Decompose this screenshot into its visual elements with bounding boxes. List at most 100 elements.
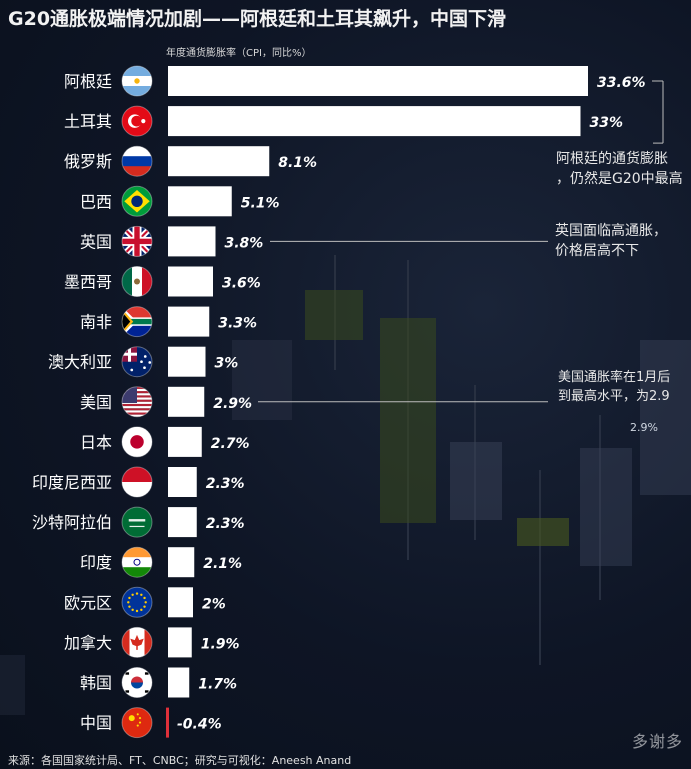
bar-row: 韩国 1.7% xyxy=(80,667,237,698)
annotation-uk-line2: 价格居高不下 xyxy=(555,243,639,259)
bar xyxy=(168,507,197,538)
bar xyxy=(166,707,169,738)
bar-row: 沙特阿拉伯 2.3% xyxy=(32,506,245,538)
category-label: 巴西 xyxy=(80,192,112,211)
south-africa-flag-icon xyxy=(121,306,153,338)
value-label: 3.8% xyxy=(225,235,264,251)
category-label: 南非 xyxy=(80,313,112,332)
turkey-flag-icon xyxy=(121,105,153,137)
category-label: 沙特阿拉伯 xyxy=(32,513,112,532)
value-label: -0.4% xyxy=(177,717,222,733)
india-flag-icon xyxy=(121,546,153,578)
value-label: 2.7% xyxy=(211,436,250,452)
bar xyxy=(168,467,197,497)
value-label: 2.1% xyxy=(203,556,242,572)
watermark: 多谢多 xyxy=(631,732,683,751)
value-label: 33% xyxy=(590,115,624,131)
bar-row: 日本 2.7% xyxy=(80,426,250,458)
category-label: 加拿大 xyxy=(64,633,112,652)
value-label: 3.3% xyxy=(218,316,257,332)
category-label: 墨西哥 xyxy=(64,273,112,292)
bar xyxy=(168,306,210,337)
annotation-connector-argentina xyxy=(652,80,664,144)
bar xyxy=(168,146,270,177)
category-label: 俄罗斯 xyxy=(64,152,112,171)
indonesia-flag-icon xyxy=(121,466,153,498)
bar xyxy=(168,587,193,618)
annotation-argentina-line2: ，仍然是G20中最高 xyxy=(556,171,683,187)
bar-row: 巴西 5.1% xyxy=(80,185,280,217)
usa-flag-icon xyxy=(121,386,153,418)
bar-row: 印度 2.1% xyxy=(80,546,242,578)
annotation-usa-note: 2.9% xyxy=(630,421,658,434)
bar-row: 澳大利亚 3% xyxy=(48,346,238,378)
category-label: 印度尼西亚 xyxy=(32,473,112,492)
value-label: 8.1% xyxy=(278,155,317,171)
bar-row: 印度尼西亚 2.3% xyxy=(32,466,245,498)
chart-subtitle: 年度通货膨胀率（CPI，同比%） xyxy=(166,48,312,59)
annotation-argentina-line1: 阿根廷的通货膨胀 xyxy=(556,151,668,167)
bar xyxy=(168,386,205,417)
bar xyxy=(168,426,202,457)
bar-row: 中国 -0.4% xyxy=(80,707,222,739)
china-flag-icon xyxy=(121,707,153,739)
value-label: 2.3% xyxy=(206,476,245,492)
bar xyxy=(168,226,216,257)
bar xyxy=(168,66,588,96)
category-label: 韩国 xyxy=(80,674,112,693)
annotation-argentina: 阿根廷的通货膨胀 ，仍然是G20中最高 xyxy=(556,149,683,189)
australia-flag-icon xyxy=(121,346,153,378)
annotation-usa-line2: 到最高水平，为2.9 xyxy=(558,389,670,404)
value-label: 5.1% xyxy=(241,195,280,211)
bar xyxy=(168,186,232,217)
russia-flag-icon xyxy=(121,145,153,177)
bar xyxy=(168,266,213,297)
argentina-flag-icon xyxy=(121,65,153,97)
bar-row: 土耳其 33% xyxy=(64,105,624,137)
bar xyxy=(168,106,581,137)
mexico-flag-icon xyxy=(121,266,153,297)
korea-flag-icon xyxy=(121,667,153,698)
value-label: 2.9% xyxy=(213,396,252,412)
category-label: 美国 xyxy=(80,393,112,412)
value-label: 33.6% xyxy=(597,75,646,91)
category-label: 日本 xyxy=(80,433,112,452)
category-label: 阿根廷 xyxy=(64,72,112,91)
bar-row: 加拿大 1.9% xyxy=(64,626,240,658)
annotation-uk: 英国面临高通胀， 价格居高不下 xyxy=(555,221,667,261)
value-label: 2.3% xyxy=(206,516,245,532)
uk-flag-icon xyxy=(121,225,153,257)
bar-row: 墨西哥 3.6% xyxy=(64,266,261,297)
annotation-usa: 美国通胀率在1月后 到最高水平，为2.9 xyxy=(558,368,670,406)
bar xyxy=(168,346,206,377)
canada-flag-icon xyxy=(121,626,153,658)
category-label: 欧元区 xyxy=(64,593,112,612)
bar-row: 俄罗斯 8.1% xyxy=(64,145,317,177)
japan-flag-icon xyxy=(121,426,153,458)
bar-row: 英国 3.8% xyxy=(80,225,264,257)
bar-row: 欧元区 2% xyxy=(64,586,226,618)
bar xyxy=(168,667,190,698)
bar xyxy=(168,627,192,658)
bar-row: 南非 3.3% xyxy=(80,306,257,338)
category-label: 澳大利亚 xyxy=(48,353,112,372)
bar xyxy=(168,547,195,578)
chart-title: G20通胀极端情况加剧——阿根廷和土耳其飙升，中国下滑 xyxy=(8,8,507,30)
category-label: 中国 xyxy=(80,714,112,733)
category-label: 土耳其 xyxy=(64,112,112,131)
brazil-flag-icon xyxy=(121,185,153,217)
eu-flag-icon xyxy=(121,586,153,618)
source-footer: 来源：各国国家统计局、FT、CNBC；研究与可视化：Aneesh Anand xyxy=(8,754,352,767)
bar-row: 阿根廷 33.6% xyxy=(64,65,646,97)
value-label: 3.6% xyxy=(222,276,261,292)
value-label: 1.7% xyxy=(198,677,237,693)
bar-row: 美国 2.9% xyxy=(80,386,252,418)
value-label: 2% xyxy=(202,596,226,612)
value-label: 1.9% xyxy=(201,636,240,652)
saudi-arabia-flag-icon xyxy=(121,506,153,538)
annotation-uk-line1: 英国面临高通胀， xyxy=(555,223,667,239)
annotation-usa-line1: 美国通胀率在1月后 xyxy=(558,370,671,385)
